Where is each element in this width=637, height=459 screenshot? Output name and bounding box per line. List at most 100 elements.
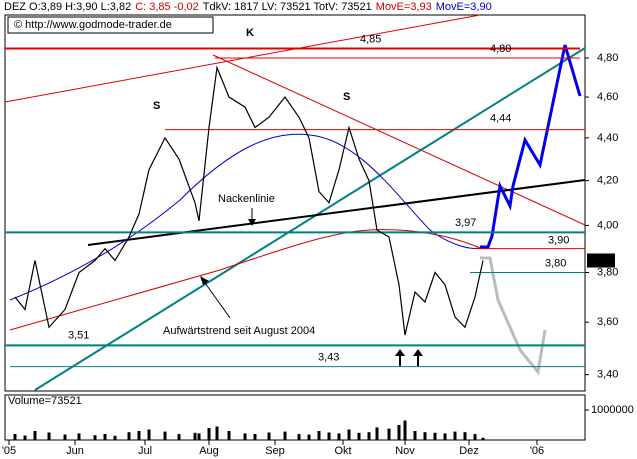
volume-bar [307,434,311,440]
price-tag-label: 3,85 [590,254,611,266]
level-label: 3,51 [68,329,89,341]
level-label: 4,80 [490,43,511,55]
volume-bar [413,431,417,440]
volume-bar [47,432,51,440]
volume-bar [357,432,361,440]
level-label: 4,44 [490,112,511,124]
y-tick-label: 4,20 [597,175,618,187]
volume-bar [317,431,321,440]
volume-bar [253,434,257,440]
moving-average-blue [9,133,481,301]
volume-bar [367,432,371,440]
volume-bar [127,432,131,440]
x-tick-label: Jul [138,445,152,457]
volume-bar [267,432,271,440]
y-tick-label: 3,40 [597,369,618,381]
annotation: S [153,100,160,112]
volume-bar [207,428,211,440]
volume-bar [347,429,351,440]
volume-bar [137,431,141,440]
x-tick-label: Jun [66,445,84,457]
y-tick-label: 4,00 [597,219,618,231]
annotation: Nackenlinie [218,193,275,205]
volume-bar [215,426,219,440]
x-tick-label: Nov [395,445,415,457]
volume-bar [387,428,391,440]
projection-bullish [480,44,582,249]
level-label: 3,97 [455,217,476,229]
y-tick-label: 1000000 [591,404,634,416]
volume-bar [13,434,17,440]
volume-title: Volume=73521 [8,395,82,407]
x-tick-label: Dez [459,445,479,457]
volume-bar [283,431,287,440]
volume-bar [423,432,427,440]
arrow-head [395,349,405,356]
volume-bar [193,432,197,440]
volume-bar [147,429,151,440]
volume-bar [77,433,81,440]
price-tag [587,253,615,268]
y-tick-label: 4,80 [597,52,618,64]
y-tick-label: 3,60 [597,316,618,328]
volume-bar [463,432,467,440]
level-label: 3,43 [318,351,339,363]
x-tick-label: Okt [334,445,351,457]
volume-bar [163,431,167,440]
level-label: 3,80 [545,257,566,269]
price-frame [4,14,586,392]
x-tick-label: '05 [2,445,16,457]
volume-bar [197,433,201,440]
annotation: Aufwärtstrend seit August 2004 [163,325,315,337]
header-part: TdkV: 1817 LV: 73521 TotV: 73521 [203,1,372,13]
volume-bar [227,431,231,440]
volume-bar [33,431,37,440]
arrow [202,279,231,319]
upper-trendline [4,14,481,103]
volume-bar [337,433,341,440]
x-tick-label: Sep [265,445,285,457]
volume-bar [63,434,67,440]
header-part: DEZ O:3,89 H:3,90 L:3,82 [4,1,131,13]
arrow-head [248,219,256,226]
volume-bar [397,425,401,440]
header: DEZ O:3,89 H:3,90 L:3,82 C: 3,85 -0,02 Tdk… [4,1,492,13]
volume-bar [177,434,181,440]
volume-bar [453,431,457,440]
header-part: C: 3,85 -0,02 [135,1,199,13]
volume-bar [403,420,407,440]
volume-bar [433,432,437,440]
y-tick-label: 4,40 [597,132,618,144]
volume-bar [297,434,301,440]
projection-bearish [480,256,547,376]
annotation: K [246,27,254,39]
copyright: © http://www.godmode-trader.de [14,19,172,31]
price-line [14,65,484,336]
volume-bar [113,435,117,440]
level-label: 4,85 [360,33,381,45]
volume-bar [473,434,477,440]
annotation: S [343,91,350,103]
volume-bar [481,437,485,440]
arrow-head [413,349,423,356]
x-tick-label: Aug [199,445,219,457]
header-part: MovE=3,90 [436,1,492,13]
y-tick-label: 3,80 [597,266,618,278]
volume-bar [103,434,107,440]
volume-bar [375,427,379,440]
volume-bar [243,433,247,440]
volume-bar [93,435,97,440]
volume-bar [23,435,27,440]
level-label: 3,90 [548,235,569,247]
copyright-box [7,16,214,34]
volume-bar [327,432,331,440]
arrow-head [200,276,209,285]
header-part: MovE=3,93 [376,1,432,13]
x-tick-label: '06 [530,445,544,457]
uptrend-line [34,47,586,391]
y-tick-label: 4,60 [597,91,618,103]
volume-frame [4,394,586,441]
volume-bar [443,433,447,440]
